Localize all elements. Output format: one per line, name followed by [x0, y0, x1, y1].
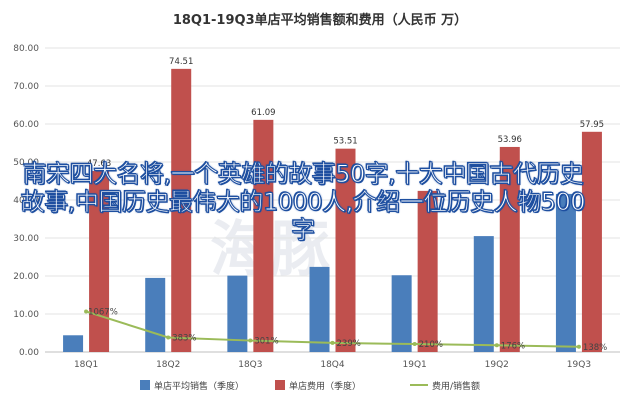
- x-tick-label: 18Q4: [320, 360, 345, 370]
- bar-cost: [581, 131, 602, 352]
- bar-sales: [227, 275, 248, 352]
- chart-title: 18Q1-19Q3单店平均销售额和费用（人民币 万）: [173, 12, 467, 28]
- y-tick-label: 50.00: [13, 158, 39, 168]
- x-tick-label: 19Q3: [567, 360, 591, 370]
- y-tick-label: 40.00: [13, 196, 39, 206]
- y-tick-label: 0.00: [19, 348, 39, 358]
- y-tick-label: 30.00: [13, 234, 39, 244]
- legend: 单店平均销售（季度） 单店费用（季度） 费用/销售额: [140, 380, 480, 392]
- ratio-point-label: 383%: [172, 333, 196, 343]
- bar-cost: [417, 190, 438, 352]
- bar-sales: [473, 236, 494, 352]
- bar-cost-label: 61.09: [251, 108, 275, 118]
- y-axis: 0.00 10.00 20.00 30.00 40.00 50.00 60.00 70.00 8…: [13, 44, 39, 358]
- ratio-point-label: 301%: [254, 337, 278, 347]
- ratio-point: [248, 338, 253, 343]
- ratio-line: 1067% 383% 301% 239% 210% 176% 138%: [84, 307, 607, 353]
- bar-sales: [145, 277, 166, 352]
- legend-swatch: [275, 380, 285, 390]
- legend-entry: 费用/销售额: [432, 380, 480, 392]
- bar-cost-label: 74.51: [169, 57, 193, 67]
- bar-sales: [63, 335, 84, 352]
- gridlines: [45, 47, 620, 353]
- bar-cost-label: 53.51: [333, 137, 357, 147]
- ratio-point: [84, 309, 89, 314]
- ratio-point: [494, 343, 499, 348]
- x-tick-label: 18Q3: [238, 360, 262, 370]
- bar-sales: [391, 275, 412, 352]
- y-tick-label: 80.00: [13, 44, 39, 54]
- y-tick-label: 10.00: [13, 310, 39, 320]
- ratio-point: [412, 342, 417, 347]
- bar-cost-label: 53.96: [498, 135, 522, 145]
- legend-entry: 单店费用（季度）: [289, 380, 361, 392]
- ratio-point-label: 239%: [337, 339, 361, 349]
- y-tick-label: 70.00: [13, 82, 39, 92]
- x-tick-label: 19Q1: [403, 360, 427, 370]
- ratio-point: [576, 344, 581, 349]
- x-tick-label: 19Q2: [485, 360, 509, 370]
- ratio-point-label: 176%: [501, 341, 525, 351]
- bar-cost: [89, 171, 110, 352]
- bar-sales: [555, 193, 576, 352]
- bars: 47.63 74.51 61.09 53.51 53.96 57.95: [63, 57, 604, 352]
- ratio-point: [166, 335, 171, 340]
- x-axis: 18Q1 18Q2 18Q3 18Q4 19Q1 19Q2 19Q3: [74, 360, 591, 370]
- bar-sales: [309, 266, 330, 352]
- y-tick-label: 60.00: [13, 120, 39, 130]
- overlay-caption: 南宋四大名将,一个英雄的故事50字,十大中国古代历史故事,中国历史最伟大的100…: [20, 160, 586, 245]
- y-tick-label: 20.00: [13, 272, 39, 282]
- bar-cost: [253, 119, 274, 352]
- bar-cost-label: 57.95: [580, 120, 604, 130]
- ratio-point-label: 210%: [419, 340, 443, 350]
- ratio-point-label: 1067%: [88, 307, 118, 317]
- x-tick-label: 18Q2: [156, 360, 180, 370]
- ratio-point-label: 138%: [583, 343, 607, 353]
- bar-cost-label: 47.63: [87, 159, 111, 169]
- legend-entry: 单店平均销售（季度）: [154, 380, 244, 392]
- bar-cost: [335, 148, 356, 352]
- legend-swatch: [140, 380, 150, 390]
- x-tick-label: 18Q1: [74, 360, 98, 370]
- ratio-point: [330, 340, 335, 345]
- bar-cost: [171, 68, 192, 352]
- bar-cost: [499, 146, 520, 352]
